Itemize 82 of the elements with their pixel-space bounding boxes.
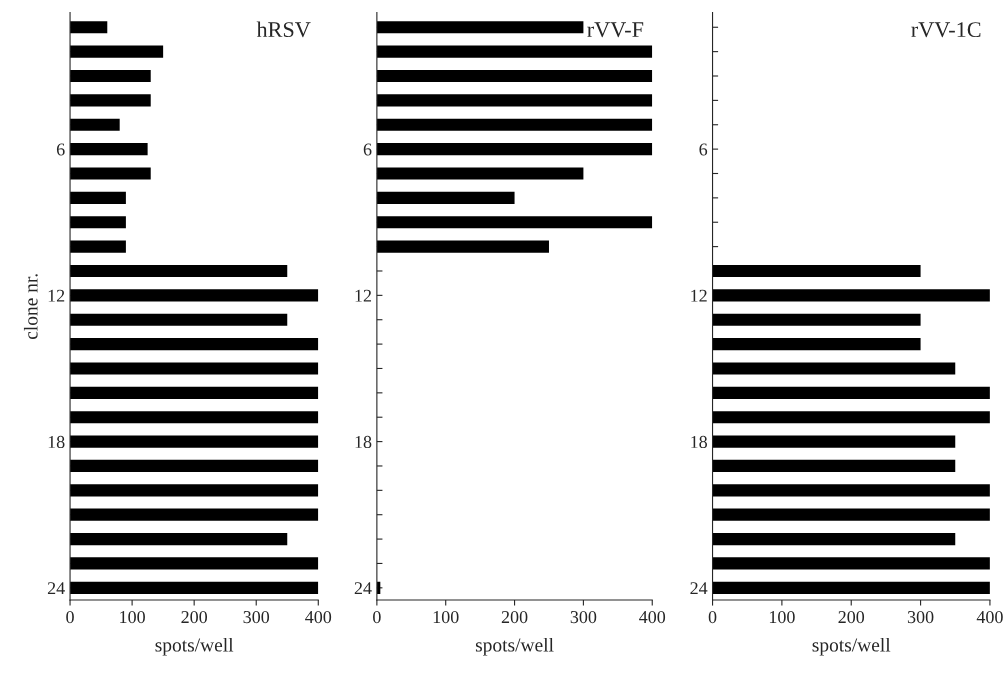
x-tick-label: 200: [501, 610, 528, 624]
bar: [712, 508, 990, 521]
bar: [70, 386, 319, 399]
bar: [70, 289, 319, 302]
bar: [712, 532, 956, 546]
bar: [70, 216, 126, 229]
bar: [70, 94, 151, 107]
bar: [376, 118, 653, 131]
x-tick-label: 300: [907, 610, 934, 624]
bar: [70, 240, 126, 253]
x-tick-label: 200: [181, 610, 208, 624]
y-tick-label: 12: [355, 289, 372, 302]
bar: [70, 21, 108, 34]
bar: [70, 45, 164, 58]
bar: [712, 581, 990, 594]
bar: [70, 557, 319, 570]
bar: [712, 411, 990, 424]
y-tick-label: 24: [47, 582, 65, 595]
bar: [70, 459, 319, 473]
bar: [376, 69, 653, 83]
x-tick-label: 100: [120, 610, 145, 624]
bar: [70, 191, 126, 204]
y-tick-label: 18: [691, 435, 707, 449]
bar: [712, 289, 990, 302]
bar: [712, 264, 921, 278]
x-tick-label: 400: [639, 610, 666, 624]
x-tick-label: 300: [243, 610, 270, 624]
bar: [376, 191, 515, 204]
bar: [70, 264, 288, 278]
y-tick-label: 6: [363, 143, 372, 156]
bar: [712, 313, 921, 326]
bar: [376, 94, 653, 107]
bar: [70, 532, 288, 546]
bar: [70, 69, 151, 83]
bar: [712, 362, 956, 375]
chart-title: rVV-1C: [911, 22, 981, 38]
x-tick-label: 0: [373, 610, 381, 624]
x-tick-label: 400: [976, 610, 1003, 624]
bar: [70, 581, 319, 594]
bar: [712, 557, 990, 570]
bar: [70, 362, 319, 375]
bar: [376, 240, 549, 253]
chart-title: rVV-F: [587, 22, 644, 38]
y-tick-label: 18: [355, 435, 372, 449]
bar: [70, 143, 148, 156]
chart-title: hRSV: [256, 21, 311, 38]
y-axis-title: clone nr.: [23, 274, 38, 340]
bar: [712, 484, 990, 497]
y-tick-label: 12: [48, 289, 65, 302]
bar: [70, 435, 319, 448]
bar: [712, 435, 956, 448]
bar: [376, 216, 653, 229]
x-tick-label: 0: [708, 610, 717, 624]
x-axis-title: spots/well: [155, 637, 234, 656]
x-tick-label: 100: [433, 610, 459, 624]
x-tick-label: 400: [305, 610, 332, 624]
y-tick-label: 12: [691, 289, 707, 302]
x-axis-title: spots/well: [812, 637, 891, 656]
bar: [712, 386, 990, 399]
y-tick-label: 6: [56, 143, 65, 156]
y-tick-label: 24: [354, 582, 372, 595]
bar: [376, 143, 653, 156]
bar: [70, 118, 120, 131]
bar: [376, 21, 584, 34]
x-tick-label: 100: [769, 610, 795, 624]
bar: [376, 45, 653, 58]
x-axis-title: spots/well: [475, 637, 554, 656]
bar: [70, 508, 319, 521]
bar: [712, 459, 956, 473]
x-tick-label: 0: [66, 610, 74, 624]
bar: [70, 167, 151, 180]
bar: [70, 313, 288, 326]
bar: [376, 167, 584, 180]
bar: [712, 338, 921, 351]
y-tick-label: 6: [699, 143, 708, 156]
x-tick-label: 200: [838, 610, 865, 624]
bar: [70, 484, 319, 497]
y-tick-label: 24: [690, 582, 708, 595]
bar: [70, 411, 319, 424]
x-tick-label: 300: [570, 610, 597, 624]
bar: [70, 338, 319, 351]
y-tick-label: 18: [48, 435, 65, 449]
